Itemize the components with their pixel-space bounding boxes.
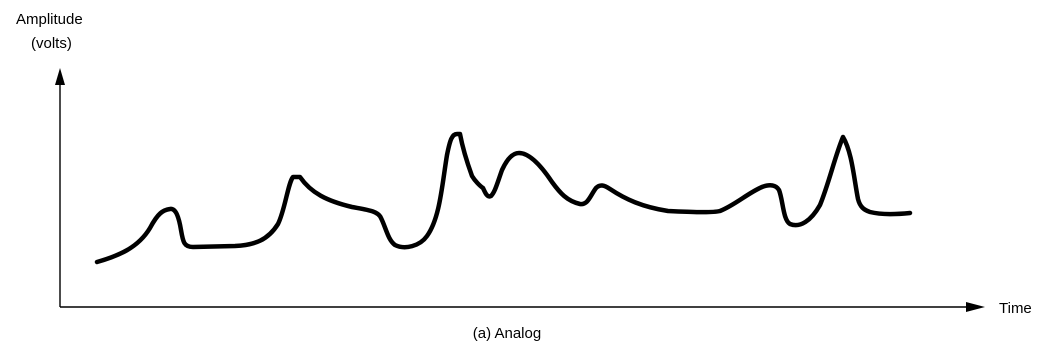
analog-waveform <box>94 131 913 265</box>
y-axis-arrow-icon <box>55 68 65 85</box>
x-axis-arrow-icon <box>966 302 985 312</box>
x-axis <box>60 302 985 312</box>
y-axis-label-line1: Amplitude <box>16 11 83 28</box>
x-axis-label: Time <box>999 300 1032 317</box>
diagram-caption: (a) Analog <box>473 325 541 342</box>
y-axis-label-line2: (volts) <box>31 35 72 52</box>
y-axis <box>55 68 65 307</box>
